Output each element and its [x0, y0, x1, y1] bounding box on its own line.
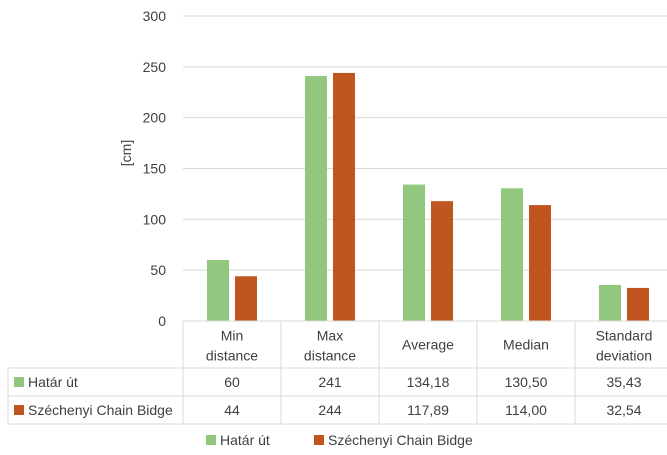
- bar: [599, 284, 621, 321]
- y-axis: 0 50 100 150 200 250 300: [143, 8, 167, 329]
- y-axis-label: [cm]: [118, 140, 134, 166]
- data-label: 44: [224, 402, 240, 418]
- bar: [207, 260, 229, 321]
- bar: [235, 276, 257, 321]
- y-tick-label: 50: [150, 262, 166, 278]
- series-name: Széchenyi Chain Bidge: [28, 402, 173, 418]
- y-tick-label: 0: [158, 313, 166, 329]
- data-label: 32,54: [606, 402, 641, 418]
- category-label: distance: [206, 348, 258, 364]
- bar: [627, 287, 649, 321]
- bar: [529, 205, 551, 321]
- data-label: 114,00: [505, 402, 547, 418]
- series-swatch: [14, 377, 24, 387]
- category-label: Max: [317, 328, 343, 344]
- data-label: 60: [224, 374, 240, 390]
- bar: [305, 75, 327, 321]
- series-swatch: [14, 405, 24, 415]
- category-label: Median: [503, 337, 549, 353]
- y-tick-label: 100: [143, 211, 167, 227]
- bar: [333, 72, 355, 321]
- data-label: 130,50: [505, 374, 548, 390]
- series-name: Határ út: [28, 374, 78, 390]
- category-label: distance: [304, 348, 356, 364]
- bar: [501, 188, 523, 321]
- y-tick-label: 300: [143, 8, 167, 24]
- legend-swatch: [314, 435, 324, 445]
- y-tick-label: 150: [143, 161, 167, 177]
- data-table: Min distance Max distance Average Median Stand…: [7, 320, 667, 425]
- bar: [431, 201, 453, 321]
- legend-entry: Széchenyi Chain Bidge: [328, 432, 473, 448]
- category-label: Min: [221, 328, 244, 344]
- bars: [207, 72, 649, 321]
- bar: [403, 184, 425, 321]
- legend-swatch: [206, 435, 216, 445]
- legend: Határ út Széchenyi Chain Bidge: [206, 432, 473, 448]
- category-label: deviation: [596, 348, 652, 364]
- data-label: 244: [318, 402, 342, 418]
- data-label: 117,89: [407, 402, 449, 418]
- y-tick-label: 250: [143, 59, 167, 75]
- category-label: Average: [402, 337, 454, 353]
- grid: [183, 15, 667, 271]
- data-label: 35,43: [606, 374, 641, 390]
- legend-entry: Határ út: [220, 432, 270, 448]
- data-label: 241: [318, 374, 342, 390]
- y-tick-label: 200: [143, 110, 167, 126]
- category-label: Standard: [596, 328, 653, 344]
- data-label: 134,18: [407, 374, 450, 390]
